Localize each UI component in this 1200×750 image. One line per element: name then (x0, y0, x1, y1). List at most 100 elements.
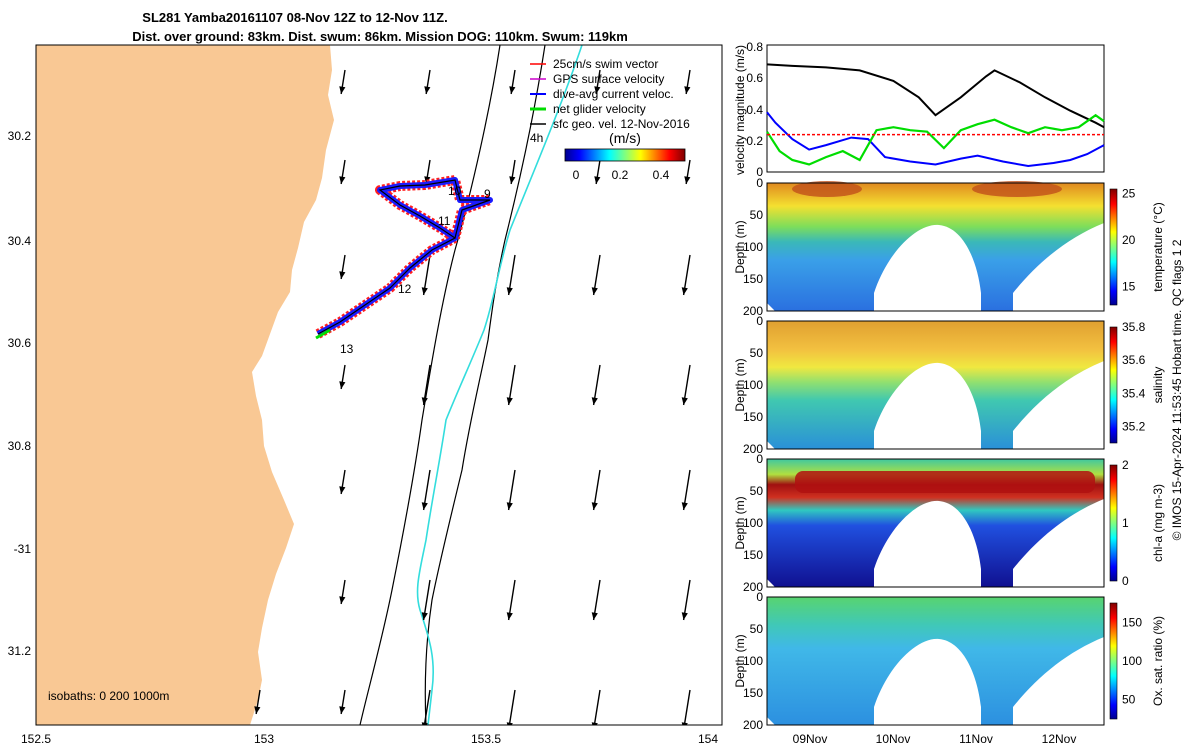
map-y-tick: 30.6 (8, 336, 32, 350)
date-tick: 09Nov (793, 732, 828, 746)
depth-tick: 0 (756, 314, 763, 328)
geo-velocity-arrowhead (339, 176, 346, 184)
geo-velocity-arrowhead (681, 612, 688, 620)
colorbar-tick: 35.8 (1122, 320, 1146, 334)
map-y-tick: 31.2 (8, 644, 32, 658)
depth-tick: 0 (756, 452, 763, 466)
track-day-label: 13 (340, 342, 354, 356)
depth-axis-label: Depth (m) (733, 634, 747, 687)
geo-velocity-arrowhead (421, 612, 428, 620)
no-data-mask (874, 500, 981, 587)
depth-tick: 200 (743, 442, 763, 456)
colorbar-tick: 35.6 (1122, 353, 1146, 367)
track-day-label: 11 (438, 214, 451, 228)
colorbar (1109, 188, 1118, 306)
depth-tick: 100 (743, 240, 763, 254)
colorbar-tick: 15 (1122, 279, 1136, 293)
map-y-ticks: 30.2 30.4 30.6 30.8 -31 31.2 (8, 129, 32, 658)
velocity-frame (766, 44, 1105, 173)
geo-velocity-arrowhead (591, 287, 598, 295)
date-tick: 10Nov (876, 732, 911, 746)
velocity-series (766, 63, 1105, 168)
geo-velocity-arrowhead (684, 176, 691, 184)
colorbar-tick: 25 (1122, 187, 1136, 201)
geo-velocity-arrowhead (509, 86, 516, 94)
colorbar-tick: 150 (1122, 615, 1142, 629)
date-tick: 12Nov (1042, 732, 1077, 746)
geo-velocity-arrowhead (421, 722, 428, 725)
vel-y-tick: 0.2 (746, 134, 763, 148)
track-day-labels: 10 9 11 12 13 (340, 184, 491, 356)
velocity-series-line (766, 113, 1105, 166)
track-line (317, 179, 491, 335)
velocity-series-line (766, 63, 1105, 129)
geo-velocity-arrowhead (339, 271, 346, 279)
geo-velocity-arrowhead (591, 722, 598, 725)
depth-tick: 150 (743, 410, 763, 424)
map-x-tick: 153.5 (471, 732, 501, 746)
speed-colorbar-tick: 0.4 (653, 168, 670, 182)
track-day-label: 10 (448, 184, 462, 198)
geo-velocity-arrowhead (421, 397, 428, 405)
geo-velocity-arrowhead (681, 397, 688, 405)
date-tick: 11Nov (959, 732, 993, 746)
vel-y-tick: 0.6 (746, 71, 763, 85)
geo-velocity-arrowhead (506, 612, 513, 620)
cyan-contour (416, 45, 583, 725)
depth-tick: 100 (743, 654, 763, 668)
geo-velocity-arrowhead (681, 722, 688, 725)
colorbar-tick: 35.2 (1122, 419, 1146, 433)
no-data-mask (1013, 499, 1104, 587)
depth-tick: 100 (743, 378, 763, 392)
vel-y-tick: 0.4 (746, 103, 763, 117)
geo-velocity-arrowhead (591, 397, 598, 405)
colorbar (1109, 326, 1118, 444)
no-data-mask (767, 579, 775, 587)
geo-velocity-arrowhead (339, 86, 346, 94)
depth-tick: 200 (743, 580, 763, 594)
colorbar-label: chl-a (mg m-3) (1151, 484, 1165, 562)
no-data-mask (1013, 223, 1104, 311)
warm-patch (792, 181, 862, 197)
geo-velocity-arrowhead (506, 722, 513, 725)
colorbar-label: salinity (1151, 367, 1165, 404)
section-panel: 0 50 100 150 200 Depth (m) 25 20 15 temperature (… (733, 176, 1165, 318)
legend-label: sfc geo. vel. 12-Nov-2016 (553, 117, 690, 131)
geo-velocity-arrowhead (506, 397, 513, 405)
speed-colorbar-tick: 0.2 (612, 168, 629, 182)
section-frame (766, 596, 1105, 726)
section-panel: 0 50 100 150 200 Depth (m) 2 1 0 chl-a (mg m-3) (733, 452, 1165, 594)
geo-velocity-arrowhead (594, 86, 601, 94)
colorbar-label: temperature (°C) (1151, 202, 1165, 292)
no-data-mask (767, 441, 775, 449)
depth-axis-label: Depth (m) (733, 496, 747, 549)
depth-axis-label: Depth (m) (733, 358, 747, 411)
geo-velocity-arrowhead (509, 176, 516, 184)
section-frame (766, 182, 1105, 312)
depth-tick: 0 (756, 590, 763, 604)
velocity-y-label: velocity magnitude (m/s) (733, 45, 747, 175)
geo-velocity-arrowhead (339, 486, 346, 494)
no-data-mask (767, 303, 775, 311)
colorbar-tick: 100 (1122, 654, 1142, 668)
speed-colorbar (564, 148, 686, 162)
map-y-tick: 30.8 (8, 439, 32, 453)
map-frame (35, 44, 723, 726)
colorbar-tick: 0 (1122, 574, 1129, 588)
geo-velocity-arrowhead (424, 86, 431, 94)
isobath-200m (359, 45, 501, 725)
geo-velocity-arrowhead (681, 287, 688, 295)
geo-velocity-arrowhead (684, 86, 691, 94)
isobath-1000m (424, 45, 546, 725)
geo-velocity-arrowhead (339, 596, 346, 604)
legend-label: GPS surface velocity (553, 72, 664, 86)
colorbar-tick: 35.4 (1122, 386, 1146, 400)
track-day-label: 12 (398, 282, 412, 296)
map-panel: 152.5 153 153.5 154 30.2 30.4 30.6 30.8 … (8, 44, 723, 746)
map-y-tick: -31 (14, 542, 32, 556)
geo-velocity-arrowhead (681, 502, 688, 510)
no-data-mask (874, 638, 981, 725)
coastline-land (36, 45, 334, 725)
